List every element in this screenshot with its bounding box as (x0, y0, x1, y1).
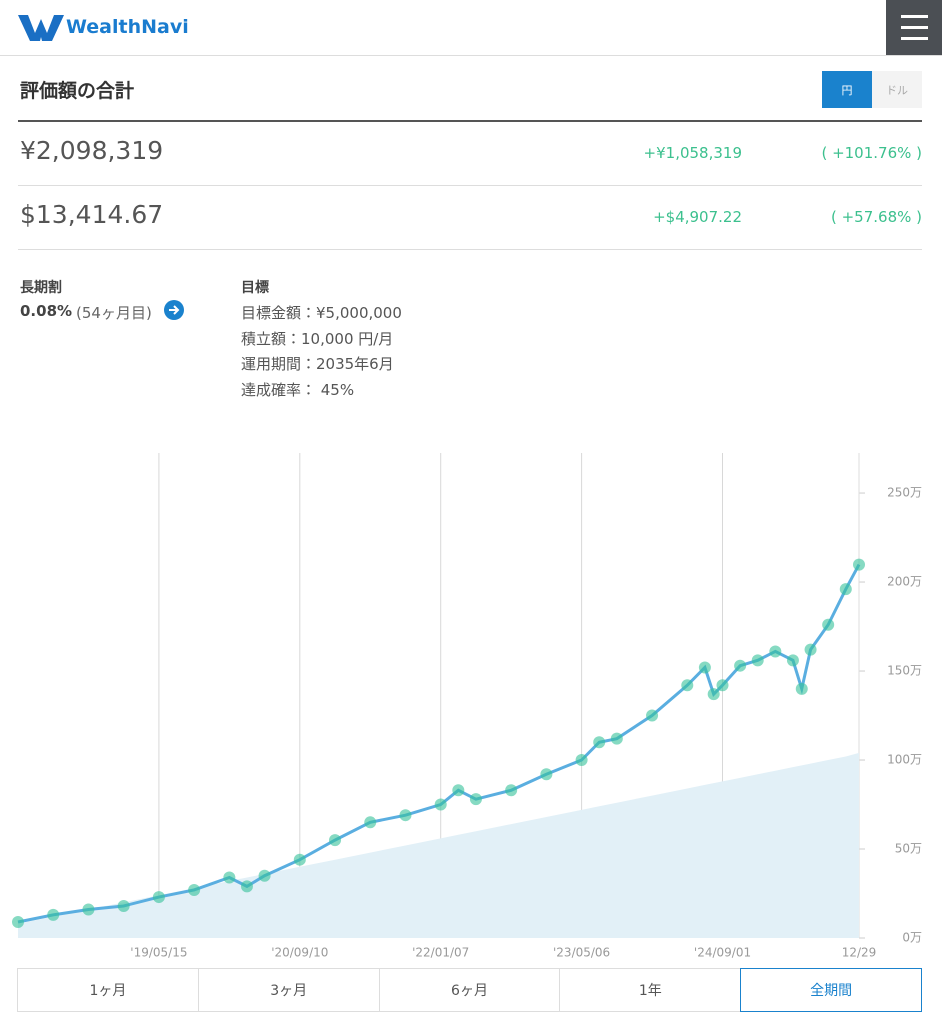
goal-list: 目標金額：¥5,000,000 積立額：10,000 円/月 運用期間：2035年6… (241, 302, 402, 404)
discount-link[interactable] (163, 299, 185, 321)
goal-line: 目標金額：¥5,000,000 (241, 304, 402, 322)
point (716, 679, 729, 692)
point (117, 899, 130, 912)
goal-line: 運用期間：2035年6月 (241, 355, 394, 373)
chart: '19/05/15 '20/09/10 '22/01/07 '23/05/06 '24/… (12, 453, 922, 960)
gain-yen: +¥1,058,319 (643, 144, 742, 162)
point (593, 736, 606, 749)
period-tab[interactable]: 6ヶ月 (378, 968, 561, 1012)
point (152, 891, 165, 904)
top-bar: WealthNavi (0, 0, 942, 56)
point (12, 915, 24, 928)
point (223, 871, 236, 884)
point (751, 654, 764, 667)
point (258, 869, 271, 882)
gain-rate-dollar: ( +57.68% ) (830, 208, 922, 226)
y-tick-label: 0万 (902, 931, 922, 945)
y-tick-label: 250万 (887, 486, 922, 500)
discount-value: 0.08% (20, 302, 73, 320)
menu-button[interactable] (886, 0, 942, 55)
point (82, 903, 95, 916)
period-tab[interactable]: 3ヶ月 (197, 968, 380, 1012)
point (707, 688, 720, 701)
y-tick-label: 200万 (887, 575, 922, 589)
goal-line: 積立額：10,000 円/月 (241, 329, 394, 348)
divider (18, 120, 922, 122)
point (434, 798, 447, 811)
period-tab[interactable]: 1年 (559, 968, 742, 1012)
point (734, 659, 747, 672)
point (47, 908, 60, 921)
y-tick-label: 100万 (887, 753, 922, 767)
area (18, 752, 859, 938)
currency-option[interactable]: ドル (872, 71, 922, 108)
goal-title: 目標 (241, 280, 269, 296)
divider (18, 249, 922, 250)
point (610, 732, 623, 745)
x-tick-label: '24/09/01 (694, 946, 751, 960)
y-tick-label: 150万 (887, 664, 922, 678)
period-tabs: 1ヶ月 3ヶ月 6ヶ月 1年 全期間 (17, 968, 922, 1012)
y-tick-label: 50万 (895, 842, 922, 856)
point (293, 853, 306, 866)
point (240, 880, 253, 893)
point (786, 654, 799, 667)
x-tick-label: 12/29 (842, 946, 877, 960)
point (769, 645, 782, 658)
point (540, 768, 553, 781)
period-tab[interactable]: 1ヶ月 (17, 968, 199, 1012)
point (329, 834, 342, 847)
point (188, 883, 201, 896)
currency-option[interactable]: 円 (822, 71, 872, 108)
point (452, 784, 465, 797)
period-tab[interactable]: 全期間 (740, 968, 922, 1012)
point (853, 558, 865, 571)
x-tick-label: '23/05/06 (553, 946, 610, 960)
point (646, 709, 659, 722)
x-tick-label: '19/05/15 (130, 946, 187, 960)
discount-label: 長期割 (20, 280, 62, 296)
x-tick-label: '20/09/10 (271, 946, 328, 960)
point (795, 682, 808, 695)
point (399, 809, 412, 822)
logo (18, 15, 64, 41)
x-tick-label: '22/01/07 (412, 946, 469, 960)
point (804, 643, 817, 656)
point (822, 618, 835, 631)
total-yen: ¥2,098,319 (20, 136, 164, 165)
point (698, 661, 711, 674)
gain-rate-yen: ( +101.76% ) (821, 144, 922, 162)
point (505, 784, 518, 797)
divider (18, 185, 922, 186)
goal-line: 達成確率： 45% (241, 380, 355, 399)
point (469, 793, 482, 806)
discount-note: (54ヶ月目) (76, 304, 152, 322)
currency-toggle: 円ドル (822, 71, 922, 108)
gain-dollar: +$4,907.22 (653, 208, 742, 226)
point (681, 679, 694, 692)
point (839, 583, 852, 596)
brand: WealthNavi (66, 16, 189, 38)
point (364, 816, 377, 829)
summary-title: 評価額の合計 (20, 80, 135, 102)
total-dollar: $13,414.67 (20, 200, 164, 229)
point (575, 754, 588, 767)
